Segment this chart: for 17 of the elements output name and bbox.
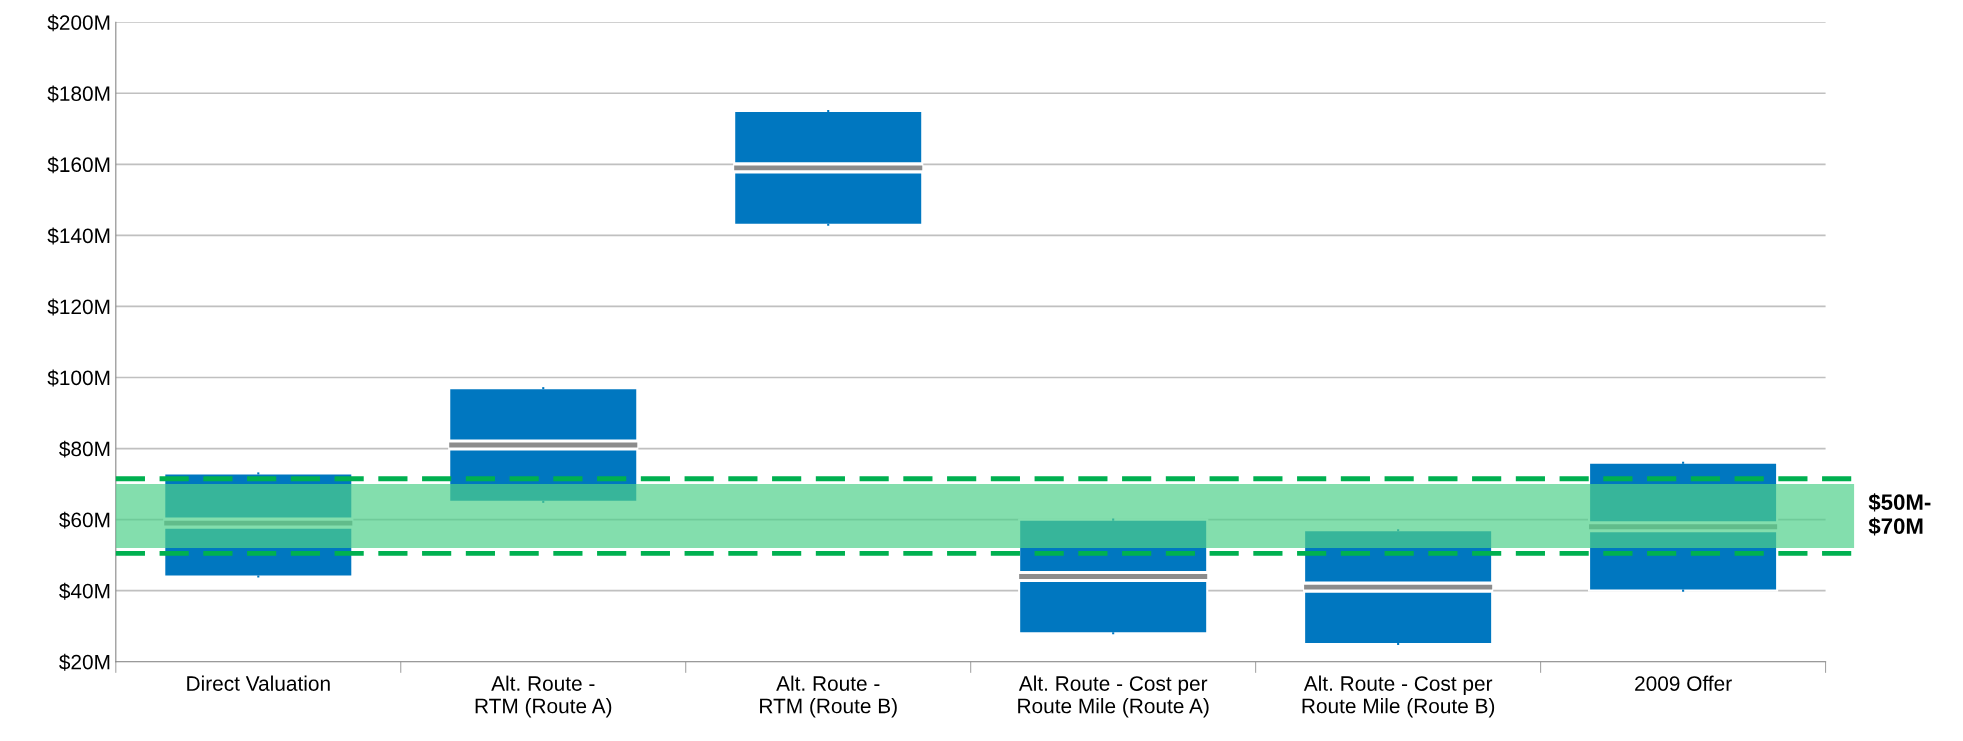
x-tick-label: Alt. Route - Cost per Route Mile (Route B) <box>1302 675 1495 718</box>
x-tick-label: 2009 Offer <box>1635 675 1732 691</box>
x-tick-label: Direct Valuation <box>187 675 330 691</box>
y-tick-label: $140M <box>47 227 110 245</box>
y-tick-label: $160M <box>47 156 110 174</box>
y-tick-label: $100M <box>47 369 110 387</box>
x-tick-label: Alt. Route - RTM (Route B) <box>760 675 897 718</box>
y-tick-label: $40M <box>59 582 110 600</box>
y-tick-label: $180M <box>47 85 110 103</box>
y-tick-label: $20M <box>59 653 110 671</box>
y-tick-label: $60M <box>59 511 110 529</box>
band-label: $50M- $70M <box>1868 493 1931 536</box>
y-tick-label: $120M <box>47 298 110 316</box>
y-tick-label: $200M <box>47 14 110 32</box>
x-tick-label: Alt. Route - Cost per Route Mile (Route A) <box>1018 675 1209 718</box>
y-tick-label: $80M <box>59 440 110 458</box>
x-tick-label: Alt. Route - RTM (Route A) <box>475 675 612 718</box>
